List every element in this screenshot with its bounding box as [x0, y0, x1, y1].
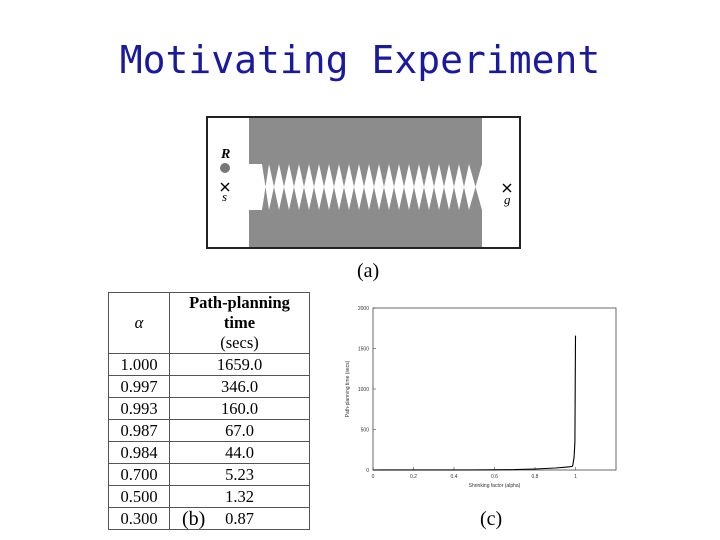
environment-figure: R s g	[206, 116, 521, 249]
plot-frame	[372, 307, 617, 471]
time-cell: 44.0	[169, 441, 310, 464]
x-tick-label: 0	[372, 474, 375, 480]
robot-marker	[220, 163, 230, 173]
time-cell: 5.23	[169, 463, 310, 486]
table-row: 0.700 5.23	[108, 463, 310, 486]
y-tick-label: 2000	[358, 306, 369, 312]
goal-marker	[502, 183, 512, 193]
time-header: Path-planning time (secs)	[169, 292, 310, 354]
alpha-cell: 0.987	[108, 419, 170, 442]
y-tick-label: 1000	[358, 387, 369, 393]
alpha-cell: 0.300	[108, 507, 170, 530]
caption-c: (c)	[480, 508, 503, 530]
x-tick-label: 0.4	[451, 474, 458, 480]
x-tick-label: 0.6	[491, 474, 498, 480]
table-row: 0.500 1.32	[108, 485, 310, 508]
caption-b: (b)	[182, 508, 206, 530]
alpha-cell: 0.500	[108, 485, 170, 508]
start-marker	[220, 182, 230, 192]
table-row: 0.987 67.0	[108, 419, 310, 442]
start-label: s	[222, 189, 227, 204]
planning-time-chart: 0 0.2 0.4 0.6 0.8 1 0 500 1000 1500 2000 Shrinking …	[345, 306, 617, 489]
table-row: 0.997 346.0	[108, 375, 310, 398]
alpha-cell: 0.700	[108, 463, 170, 486]
alpha-cell: 0.984	[108, 441, 170, 464]
zigzag-corridor	[249, 164, 482, 210]
y-tick-label: 500	[361, 428, 370, 434]
time-cell: 67.0	[169, 419, 310, 442]
time-cell: 0.87	[169, 507, 310, 530]
time-cell: 1.32	[169, 485, 310, 508]
alpha-cell: 1.000	[108, 353, 170, 376]
time-header-line1: Path-planning time	[189, 293, 290, 332]
time-cell: 346.0	[169, 375, 310, 398]
table-header-row: α Path-planning time (secs)	[108, 292, 310, 354]
results-table: α Path-planning time (secs) 1.000 1659.0 …	[108, 292, 310, 530]
alpha-cell: 0.997	[108, 375, 170, 398]
y-tick-label: 1500	[358, 347, 369, 353]
alpha-cell: 0.993	[108, 397, 170, 420]
time-cell: 1659.0	[169, 353, 310, 376]
x-tick-label: 0.8	[532, 474, 539, 480]
x-axis-label: Shrinking factor (alpha)	[469, 483, 521, 489]
goal-label: g	[504, 192, 511, 207]
caption-a: (a)	[357, 260, 380, 282]
time-cell: 160.0	[169, 397, 310, 420]
series-line	[372, 335, 577, 471]
table-row: 0.984 44.0	[108, 441, 310, 464]
slide-title: Motivating Experiment	[119, 38, 601, 82]
alpha-header: α	[108, 292, 170, 354]
table-row: 0.300 0.87	[108, 507, 310, 530]
time-header-line2: (secs)	[220, 333, 259, 352]
y-tick-label: 0	[366, 468, 369, 474]
robot-label: R	[220, 147, 230, 162]
x-tick-label: 0.2	[410, 474, 417, 480]
table-row: 1.000 1659.0	[108, 353, 310, 376]
y-axis-label: Path-planning time (secs)	[345, 360, 351, 417]
table-row: 0.993 160.0	[108, 397, 310, 420]
x-tick-label: 1	[574, 474, 577, 480]
